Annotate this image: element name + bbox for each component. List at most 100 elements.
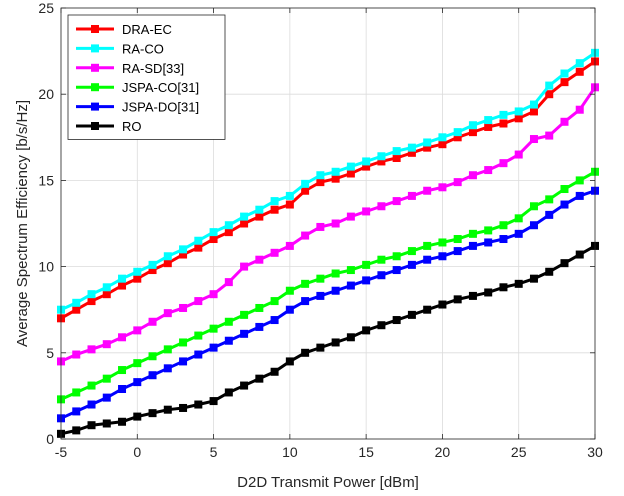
data-point [133, 378, 142, 387]
data-point [194, 236, 203, 245]
data-point [102, 340, 111, 349]
data-point [545, 81, 554, 90]
legend-swatch-marker [91, 83, 99, 92]
data-point [545, 210, 554, 219]
data-point [575, 105, 584, 114]
data-point [255, 374, 264, 383]
data-point [407, 143, 416, 152]
data-point [468, 128, 477, 137]
data-point [316, 222, 325, 231]
data-point [484, 226, 493, 235]
data-point [423, 138, 432, 147]
data-point [285, 357, 294, 366]
x-tick-label: 0 [133, 444, 141, 460]
data-point [72, 298, 81, 307]
data-point [346, 212, 355, 221]
data-point [133, 274, 142, 283]
data-point [331, 219, 340, 228]
data-point [438, 133, 447, 142]
y-axis-label: Average Spectrum Efficiency [b/s/Hz] [14, 100, 31, 347]
data-point [545, 195, 554, 204]
data-point [453, 247, 462, 256]
data-point [240, 381, 249, 390]
data-point [484, 116, 493, 125]
data-point [453, 178, 462, 187]
data-point [194, 400, 203, 409]
data-point [87, 290, 96, 299]
legend-swatch-marker [91, 44, 99, 53]
data-point [575, 59, 584, 68]
data-point [529, 274, 538, 283]
x-tick-label: -5 [55, 444, 68, 460]
y-tick-label: 0 [46, 431, 54, 447]
data-point [316, 291, 325, 300]
data-point [133, 412, 142, 421]
data-point [545, 90, 554, 99]
data-point [560, 259, 569, 268]
data-point [163, 259, 172, 268]
data-point [575, 176, 584, 185]
data-point [148, 317, 157, 326]
data-point [560, 185, 569, 194]
plot-frame [60, 7, 596, 440]
data-point [529, 221, 538, 230]
data-point [102, 393, 111, 402]
legend-item: RO [76, 119, 142, 134]
data-point [72, 388, 81, 397]
data-point [270, 197, 279, 206]
data-point [148, 260, 157, 269]
data-point [453, 128, 462, 137]
data-point [438, 238, 447, 247]
data-point [194, 297, 203, 306]
data-point [545, 131, 554, 140]
series-ro [57, 241, 599, 438]
x-tick-label: 30 [587, 444, 603, 460]
data-point [514, 229, 523, 238]
data-point [453, 235, 462, 244]
legend-box [67, 14, 226, 140]
data-point [331, 269, 340, 278]
data-point [255, 212, 264, 221]
data-point [87, 381, 96, 390]
data-point [545, 267, 554, 276]
data-point [468, 229, 477, 238]
data-point [72, 350, 81, 359]
data-point [499, 119, 508, 128]
data-point [438, 252, 447, 261]
x-tick-label: 25 [511, 444, 527, 460]
data-point [209, 290, 218, 299]
data-point [362, 260, 371, 269]
data-point [377, 271, 386, 280]
data-point [87, 345, 96, 354]
data-point [102, 374, 111, 383]
data-point [438, 183, 447, 192]
y-tick-label: 5 [46, 345, 54, 361]
data-point [346, 281, 355, 290]
data-point [194, 350, 203, 359]
data-point [529, 135, 538, 144]
data-point [102, 283, 111, 292]
data-point [179, 245, 188, 254]
data-point [514, 107, 523, 116]
legend-label: JSPA-CO[31] [122, 80, 199, 95]
data-point [514, 214, 523, 223]
data-point [285, 305, 294, 314]
data-point [377, 152, 386, 161]
data-point [224, 228, 233, 237]
data-point [133, 267, 142, 276]
data-point [560, 200, 569, 209]
data-point [331, 174, 340, 183]
data-point [499, 221, 508, 230]
data-point [148, 409, 157, 418]
data-point [423, 255, 432, 264]
data-point [255, 205, 264, 214]
data-point [484, 122, 493, 131]
data-point [575, 250, 584, 259]
data-point [362, 162, 371, 171]
data-point [240, 262, 249, 271]
data-point [346, 266, 355, 275]
data-point [224, 388, 233, 397]
y-tick-label: 20 [38, 86, 54, 102]
data-point [118, 333, 127, 342]
